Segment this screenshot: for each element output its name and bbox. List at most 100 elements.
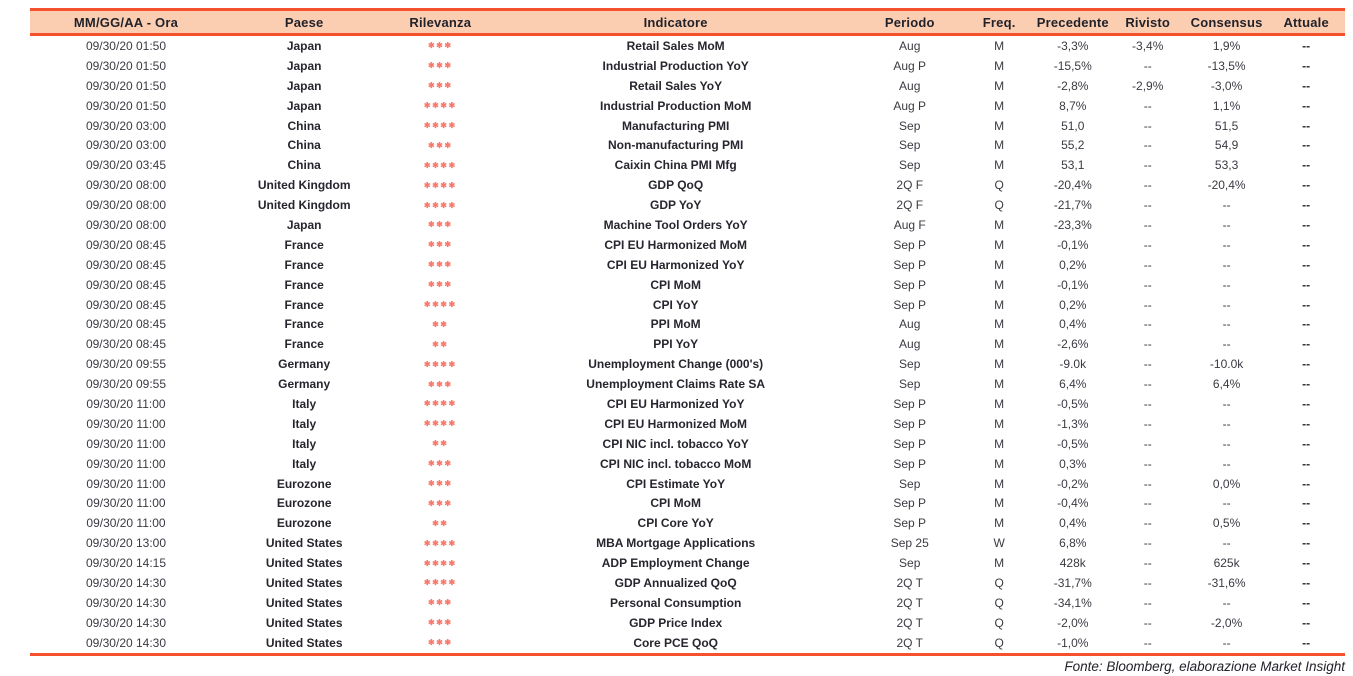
cell-period: Sep P (893, 257, 927, 272)
cell-frequency: Q (994, 615, 1004, 630)
star-asterisk-icon: ✱✱ (432, 518, 449, 528)
cell-datetime: 09/30/20 03:00 (85, 118, 167, 133)
cell-consensus: 625k (1213, 556, 1240, 571)
cell-country: Japan (286, 38, 322, 53)
cell-indicator: GDP YoY (649, 198, 702, 213)
table-row: 09/30/20 08:00 Japan ✱✱✱ Machine Tool Or… (30, 215, 1345, 235)
cell-consensus: -10.0k (1209, 357, 1244, 372)
cell-actual: -- (1302, 118, 1311, 133)
star-asterisk-icon: ✱✱✱✱ (423, 538, 457, 548)
cell-frequency: M (994, 337, 1005, 352)
table-row: 09/30/20 09:55 Germany ✱✱✱✱ Unemployment… (30, 354, 1345, 374)
cell-previous: 6,4% (1059, 377, 1087, 392)
table-row: 09/30/20 08:45 France ✱✱✱ CPI EU Harmoni… (30, 255, 1345, 275)
cell-frequency: M (994, 357, 1005, 372)
cell-revised: -- (1143, 217, 1152, 232)
cell-actual: -- (1302, 575, 1311, 590)
table-row: 09/30/20 01:50 Japan ✱✱✱ Industrial Prod… (30, 56, 1345, 76)
cell-consensus: -- (1222, 456, 1231, 471)
table-row: 09/30/20 13:00 United States ✱✱✱✱ MBA Mo… (30, 533, 1345, 553)
cell-datetime: 09/30/20 08:45 (85, 337, 167, 352)
table-row: 09/30/20 11:00 Eurozone ✱✱ CPI Core YoY … (30, 513, 1345, 533)
cell-datetime: 09/30/20 08:45 (85, 297, 167, 312)
cell-frequency: M (994, 377, 1005, 392)
column-header-previous: Precedente (1036, 14, 1109, 30)
cell-datetime: 09/30/20 11:00 (86, 436, 166, 451)
cell-revised: -- (1143, 556, 1152, 571)
table-row: 09/30/20 01:50 Japan ✱✱✱✱ Industrial Pro… (30, 96, 1345, 116)
cell-frequency: M (994, 257, 1005, 272)
cell-period: Sep (899, 476, 921, 491)
cell-consensus: 6,4% (1212, 377, 1241, 392)
cell-actual: -- (1302, 456, 1311, 471)
cell-revised: -- (1143, 357, 1152, 372)
cell-previous: -2,8% (1057, 78, 1089, 93)
star-asterisk-icon: ✱✱✱✱ (423, 200, 457, 210)
cell-consensus: -20,4% (1207, 178, 1246, 193)
cell-datetime: 09/30/20 08:45 (85, 257, 167, 272)
cell-consensus: -- (1222, 257, 1231, 272)
cell-datetime: 09/30/20 14:30 (85, 615, 167, 630)
cell-consensus: -31,6% (1207, 575, 1246, 590)
cell-period: Aug (899, 337, 921, 352)
table-row: 09/30/20 14:30 United States ✱✱✱ Core PC… (30, 633, 1345, 654)
star-asterisk-icon: ✱✱✱ (427, 479, 453, 489)
cell-country: Italy (292, 416, 317, 431)
cell-previous: -0,5% (1057, 396, 1089, 411)
cell-previous: -0,4% (1057, 496, 1089, 511)
cell-revised: -- (1143, 377, 1152, 392)
cell-consensus: -- (1222, 337, 1231, 352)
cell-revised: -- (1143, 635, 1152, 650)
cell-actual: -- (1302, 496, 1311, 511)
cell-revised: -3,4% (1132, 38, 1164, 53)
cell-period: Sep (899, 377, 921, 392)
cell-period: 2Q F (896, 178, 924, 193)
star-asterisk-icon: ✱✱✱✱ (423, 121, 457, 130)
cell-frequency: M (994, 237, 1005, 252)
table-header: MM/GG/AA - Ora Paese Rilevanza Indicator… (30, 9, 1345, 35)
star-asterisk-icon: ✱✱ (432, 339, 449, 349)
cell-actual: -- (1302, 78, 1311, 93)
cell-consensus: -- (1222, 436, 1231, 451)
cell-actual: -- (1302, 357, 1311, 372)
star-asterisk-icon: ✱✱✱ (427, 41, 453, 51)
cell-country: United Kingdom (257, 198, 351, 213)
cell-revised: -- (1143, 118, 1152, 133)
cell-revised: -- (1143, 257, 1152, 272)
cell-country: Germany (278, 377, 331, 392)
cell-frequency: M (994, 98, 1005, 113)
cell-frequency: M (994, 456, 1005, 471)
cell-previous: -31,7% (1053, 575, 1092, 590)
cell-actual: -- (1302, 257, 1311, 272)
cell-revised: -2,9% (1132, 78, 1164, 93)
cell-consensus: 0,0% (1212, 476, 1241, 491)
column-header-frequency: Freq. (982, 14, 1016, 30)
cell-country: China (287, 138, 321, 153)
cell-datetime: 09/30/20 01:50 (85, 38, 167, 53)
cell-consensus: -- (1222, 237, 1231, 252)
column-header-relevance: Rilevanza (409, 14, 472, 30)
cell-consensus: -- (1222, 198, 1231, 213)
star-asterisk-icon: ✱✱✱ (427, 618, 453, 628)
cell-country: United States (265, 575, 343, 590)
cell-datetime: 09/30/20 11:00 (86, 516, 166, 531)
cell-actual: -- (1302, 98, 1311, 113)
star-asterisk-icon: ✱✱✱ (427, 220, 453, 230)
cell-revised: -- (1143, 337, 1152, 352)
table-row: 09/30/20 08:45 France ✱✱✱ CPI MoM Sep P … (30, 275, 1345, 295)
cell-indicator: CPI EU Harmonized YoY (606, 396, 745, 411)
cell-country: France (284, 237, 324, 252)
cell-country: United States (265, 615, 343, 630)
cell-indicator: CPI EU Harmonized MoM (604, 237, 747, 252)
cell-period: 2Q T (896, 575, 923, 590)
cell-datetime: 09/30/20 08:45 (85, 317, 167, 332)
cell-frequency: W (993, 536, 1005, 551)
cell-frequency: Q (994, 178, 1004, 193)
cell-previous: 0,3% (1059, 456, 1087, 471)
cell-revised: -- (1143, 277, 1152, 292)
cell-previous: -9.0k (1059, 357, 1087, 372)
cell-previous: -21,7% (1053, 198, 1092, 213)
cell-consensus: -- (1222, 635, 1231, 650)
star-asterisk-icon: ✱✱ (432, 439, 449, 449)
cell-previous: -0,2% (1057, 476, 1089, 491)
